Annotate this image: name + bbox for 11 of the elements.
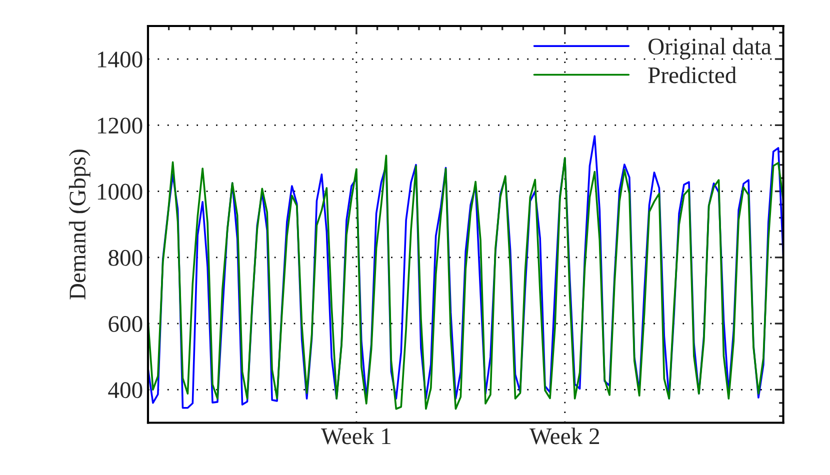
y-tick-label: 400 [108,382,142,398]
y-tick-label: 800 [108,250,142,266]
y-tick-label: 1400 [98,52,142,68]
y-tick-label: 1200 [98,118,142,134]
x-tick-label: Week 2 [529,428,600,444]
y-tick-label: 1000 [98,184,142,200]
legend-label: Predicted [648,66,736,84]
y-tick-label: 600 [108,316,142,332]
legend-label: Original data [648,38,772,60]
x-tick-label: Week 1 [321,428,390,444]
y-axis-title: Demand (Gbps) [68,150,90,300]
